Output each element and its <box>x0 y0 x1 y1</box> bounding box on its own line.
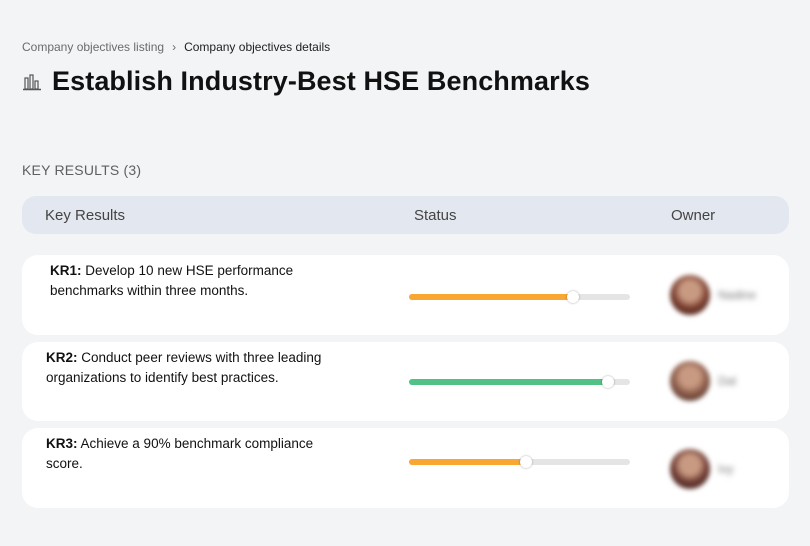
avatar <box>670 449 710 489</box>
key-result-row[interactable]: KR2: Conduct peer reviews with three lea… <box>22 342 789 421</box>
owner-cell[interactable]: Ivy <box>670 449 733 489</box>
breadcrumb-parent-link[interactable]: Company objectives listing <box>22 40 165 54</box>
key-result-code: KR1: <box>50 263 82 278</box>
column-header-owner: Owner <box>671 207 716 224</box>
owner-cell[interactable]: Dal <box>670 361 736 401</box>
building-chart-icon <box>22 72 42 92</box>
avatar <box>670 361 710 401</box>
owner-name: Ivy <box>718 462 734 476</box>
status-progress-fill <box>409 379 608 385</box>
status-progress-handle[interactable] <box>601 376 614 388</box>
owner-cell[interactable]: Nadine <box>670 275 756 315</box>
owner-name: Dal <box>718 374 737 388</box>
key-result-text: Conduct peer reviews with three leading … <box>46 350 322 385</box>
key-result-text: Achieve a 90% benchmark compliance score… <box>46 436 314 471</box>
status-progress-handle[interactable] <box>566 291 579 303</box>
key-result-description: KR1: Develop 10 new HSE performance benc… <box>50 261 350 301</box>
status-progress-handle[interactable] <box>520 456 533 468</box>
column-header-status: Status <box>414 207 457 224</box>
avatar <box>670 275 710 315</box>
key-result-row[interactable]: KR1: Develop 10 new HSE performance benc… <box>22 255 789 335</box>
key-result-code: KR2: <box>46 350 78 365</box>
key-result-row[interactable]: KR3: Achieve a 90% benchmark compliance … <box>22 428 789 508</box>
page-title: Establish Industry-Best HSE Benchmarks <box>52 66 590 96</box>
column-header-key-results: Key Results <box>45 207 126 224</box>
owner-name: Nadine <box>718 288 757 302</box>
title-row: Establish Industry-Best HSE Benchmarks <box>22 66 590 97</box>
key-results-count-label: KEY RESULTS (3) <box>22 162 142 178</box>
table-header: Key Results Status Owner <box>22 196 789 234</box>
key-result-description: KR3: Achieve a 90% benchmark compliance … <box>46 434 346 474</box>
key-result-description: KR2: Conduct peer reviews with three lea… <box>46 348 346 388</box>
breadcrumb-current: Company objectives details <box>184 40 331 54</box>
status-progress-track <box>409 291 630 303</box>
key-result-text: Develop 10 new HSE performance benchmark… <box>50 263 294 298</box>
status-progress-track <box>409 456 630 468</box>
breadcrumb-separator: › <box>172 40 177 54</box>
status-progress-fill <box>409 459 527 465</box>
status-progress-fill <box>409 294 573 300</box>
key-result-code: KR3: <box>46 436 78 451</box>
status-progress-track <box>409 376 630 388</box>
breadcrumb: Company objectives listing › Company obj… <box>22 40 330 54</box>
